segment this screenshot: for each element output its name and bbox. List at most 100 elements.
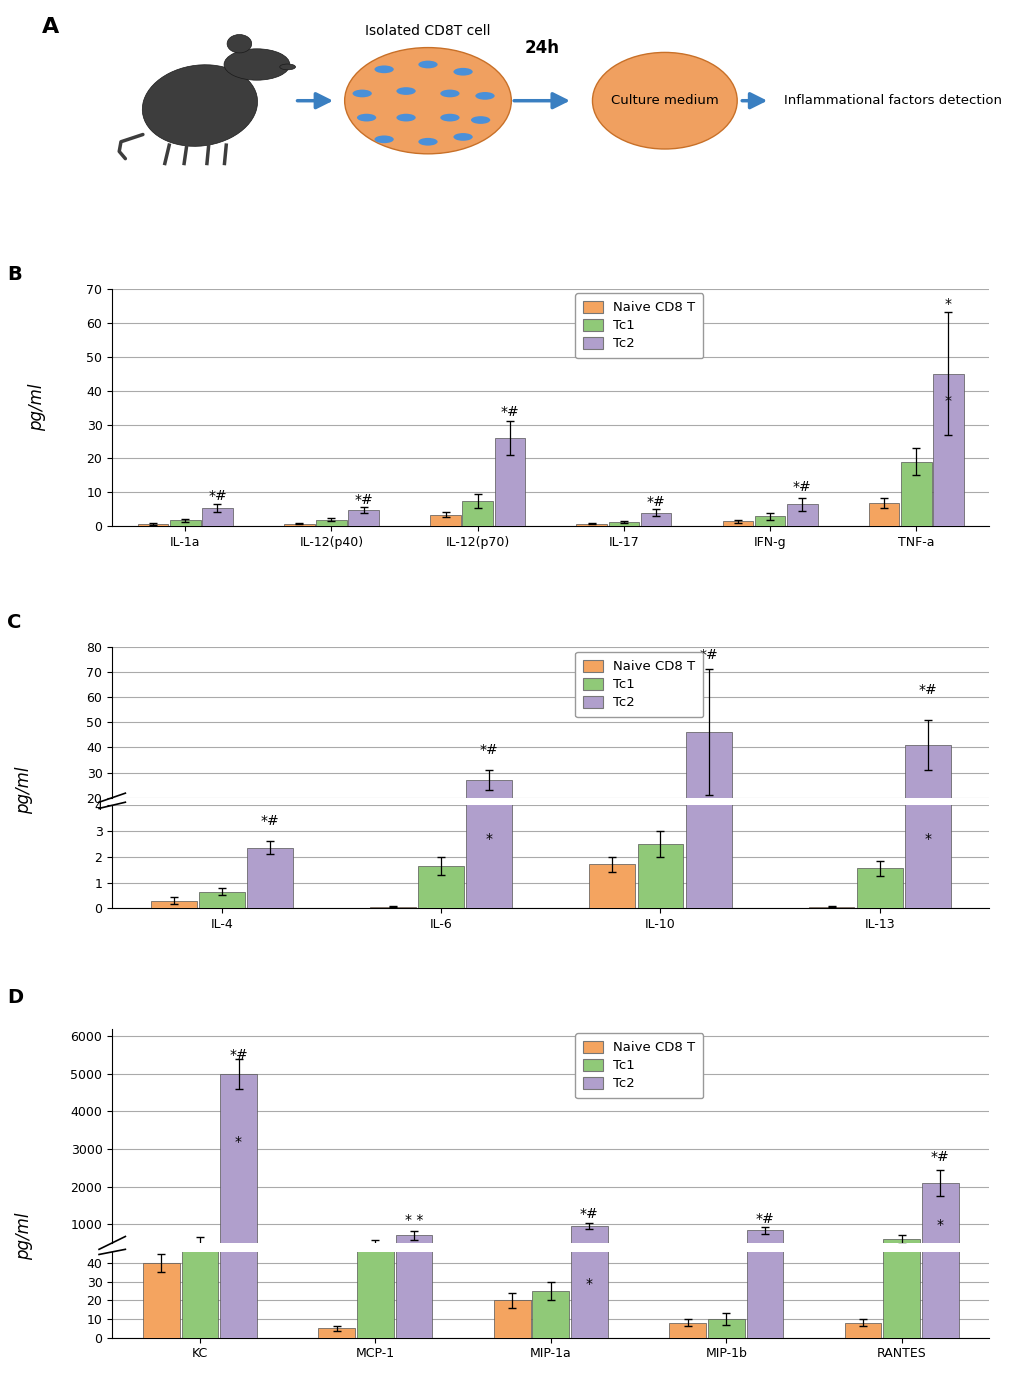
- Bar: [844, 1322, 880, 1338]
- Bar: [721, 521, 752, 527]
- Ellipse shape: [374, 135, 393, 143]
- Text: *#: *#: [261, 815, 279, 829]
- Bar: [283, 524, 314, 527]
- Ellipse shape: [227, 34, 252, 52]
- Text: *#: *#: [646, 495, 664, 509]
- Bar: [247, 848, 292, 909]
- Text: *: *: [234, 1135, 242, 1149]
- Bar: [640, 513, 671, 527]
- Bar: [170, 520, 201, 527]
- Bar: [882, 1240, 919, 1262]
- Text: Culture medium: Culture medium: [610, 94, 718, 108]
- Ellipse shape: [357, 113, 376, 121]
- Bar: [904, 0, 950, 909]
- Bar: [418, 844, 464, 848]
- Text: B: B: [7, 265, 21, 284]
- Bar: [430, 514, 461, 527]
- Bar: [707, 1318, 744, 1338]
- Bar: [318, 1328, 355, 1338]
- Text: *#: *#: [354, 492, 373, 506]
- Ellipse shape: [224, 48, 289, 80]
- Bar: [921, 1183, 958, 1262]
- Bar: [395, 33, 432, 1338]
- Text: *: *: [485, 833, 492, 847]
- Bar: [900, 462, 930, 527]
- Bar: [668, 1322, 705, 1338]
- Bar: [151, 900, 197, 909]
- Bar: [571, 1226, 607, 1262]
- Ellipse shape: [453, 132, 472, 141]
- Ellipse shape: [592, 52, 737, 149]
- Text: *#: *#: [208, 490, 226, 503]
- Text: *: *: [935, 1219, 943, 1233]
- Bar: [418, 866, 464, 909]
- Legend: Naive CD8 T, Tc1, Tc2: Naive CD8 T, Tc1, Tc2: [575, 1033, 702, 1099]
- Text: *: *: [923, 833, 930, 847]
- Text: *#: *#: [229, 1048, 248, 1062]
- Bar: [138, 524, 168, 527]
- Bar: [904, 745, 950, 848]
- Text: D: D: [7, 989, 23, 1007]
- Bar: [493, 1300, 530, 1338]
- Bar: [199, 891, 245, 909]
- Ellipse shape: [475, 92, 494, 99]
- Text: *: *: [585, 1277, 592, 1291]
- Ellipse shape: [353, 90, 372, 98]
- Text: *#: *#: [699, 648, 717, 662]
- Y-axis label: pg/ml: pg/ml: [15, 767, 34, 814]
- Y-axis label: pg/ml: pg/ml: [29, 383, 47, 432]
- Bar: [202, 507, 232, 527]
- Bar: [532, 1291, 569, 1338]
- Bar: [220, 0, 257, 1338]
- Bar: [589, 865, 635, 909]
- Ellipse shape: [279, 63, 296, 70]
- Legend: Naive CD8 T, Tc1, Tc2: Naive CD8 T, Tc1, Tc2: [575, 292, 702, 359]
- Bar: [589, 844, 635, 848]
- Text: * *: * *: [405, 1214, 423, 1227]
- Bar: [754, 516, 785, 527]
- Bar: [220, 1074, 257, 1262]
- Ellipse shape: [143, 65, 257, 146]
- Text: *: *: [944, 393, 951, 408]
- Bar: [746, 1230, 783, 1262]
- Text: *#: *#: [930, 1150, 949, 1164]
- Bar: [932, 374, 963, 527]
- Y-axis label: pg/ml: pg/ml: [15, 1212, 34, 1260]
- Text: Isolated CD8T cell: Isolated CD8T cell: [365, 23, 490, 37]
- Bar: [576, 524, 606, 527]
- Ellipse shape: [374, 65, 393, 73]
- Bar: [685, 0, 731, 909]
- Bar: [608, 523, 639, 527]
- Ellipse shape: [471, 116, 490, 124]
- Bar: [181, 405, 218, 1338]
- Bar: [571, 0, 607, 1338]
- Ellipse shape: [396, 87, 416, 95]
- Text: *#: *#: [500, 405, 519, 419]
- Text: A: A: [42, 17, 59, 37]
- Bar: [466, 214, 512, 909]
- Bar: [247, 843, 292, 848]
- Ellipse shape: [418, 61, 437, 69]
- Bar: [856, 869, 902, 909]
- Bar: [199, 847, 245, 848]
- Bar: [787, 505, 817, 527]
- Bar: [316, 520, 346, 527]
- Text: *#: *#: [580, 1207, 598, 1220]
- Bar: [348, 510, 379, 527]
- Bar: [637, 844, 683, 909]
- Bar: [746, 0, 783, 1338]
- Bar: [466, 781, 512, 848]
- Bar: [143, 1263, 179, 1338]
- Bar: [494, 439, 525, 527]
- Text: Inflammational factors detection: Inflammational factors detection: [784, 94, 1001, 108]
- Bar: [685, 732, 731, 848]
- Text: *#: *#: [755, 1212, 773, 1226]
- Bar: [882, 219, 919, 1338]
- Bar: [868, 502, 899, 527]
- Bar: [856, 844, 902, 848]
- Ellipse shape: [344, 48, 511, 154]
- Bar: [357, 1242, 393, 1262]
- Ellipse shape: [396, 113, 416, 121]
- Ellipse shape: [440, 113, 460, 121]
- Ellipse shape: [453, 68, 472, 76]
